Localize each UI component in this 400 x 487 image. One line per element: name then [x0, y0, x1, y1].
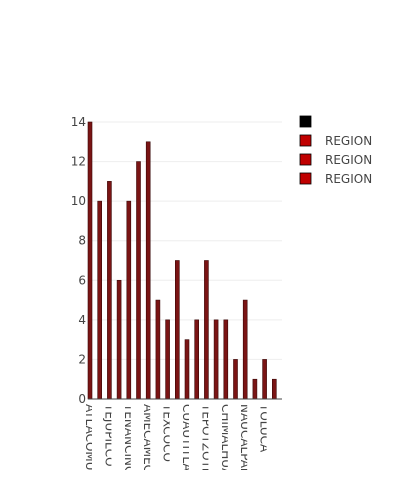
legend-swatch: [299, 172, 312, 185]
x-tick-label: TOLUCA: [258, 403, 272, 453]
bar: [262, 359, 267, 400]
x-tick-label: TENANCINGO: [122, 403, 136, 485]
legend: REGION REGION REGION: [299, 115, 372, 186]
bar: [136, 161, 141, 400]
bar: [107, 181, 112, 400]
bar: [223, 319, 229, 400]
legend-swatch: [299, 134, 312, 147]
x-tick-label: TEJUPILCO: [102, 403, 116, 467]
y-tick-label: 14: [71, 115, 86, 129]
x-tick-label: CUAUTITLAN: [180, 404, 194, 481]
bar: [184, 339, 190, 400]
bar: [165, 319, 170, 400]
bar: [271, 378, 277, 400]
x-tick-labels: ATLACOMULCO TEJUPILCO TENANCINGO AMECAMECA T…: [83, 403, 272, 487]
bar: [175, 260, 180, 400]
x-tick-label: CHIMALHUACAN: [219, 404, 233, 487]
x-tick-label: ATLACOMULCO: [83, 404, 97, 487]
bar: [194, 319, 199, 400]
bars: [87, 121, 277, 400]
legend-label: REGION: [325, 134, 372, 148]
legend-label: REGION: [325, 153, 372, 167]
y-tick-label: 0: [78, 392, 86, 406]
bar: [116, 279, 122, 400]
bar: [145, 141, 151, 400]
bar: [155, 299, 161, 400]
bar: [126, 200, 132, 400]
legend-label: REGION: [325, 172, 372, 186]
y-tick-label: 2: [78, 352, 86, 366]
y-tick-label: 6: [78, 273, 86, 287]
bar: [97, 200, 102, 400]
x-tick-label: TEXCOCO: [161, 403, 175, 462]
y-tick-label: 8: [78, 234, 86, 248]
bar: [233, 359, 238, 400]
x-tick-label: NAUCALPAN: [238, 404, 252, 477]
bar: [204, 260, 209, 400]
y-tick-label: 10: [71, 194, 86, 208]
legend-swatch: [299, 115, 312, 128]
y-tick-labels: 0 2 4 6 8 10 12 14: [71, 115, 86, 406]
legend-swatch: [299, 153, 312, 166]
bar: [87, 121, 93, 400]
x-tick-label: AMECAMECA: [141, 404, 155, 482]
y-tick-label: 4: [78, 313, 86, 327]
bar: [252, 378, 258, 400]
x-tick-label: TEPOTZOTLAN: [199, 403, 213, 487]
y-tick-label: 12: [71, 155, 86, 169]
bar: [213, 319, 219, 400]
bar: [242, 299, 248, 400]
